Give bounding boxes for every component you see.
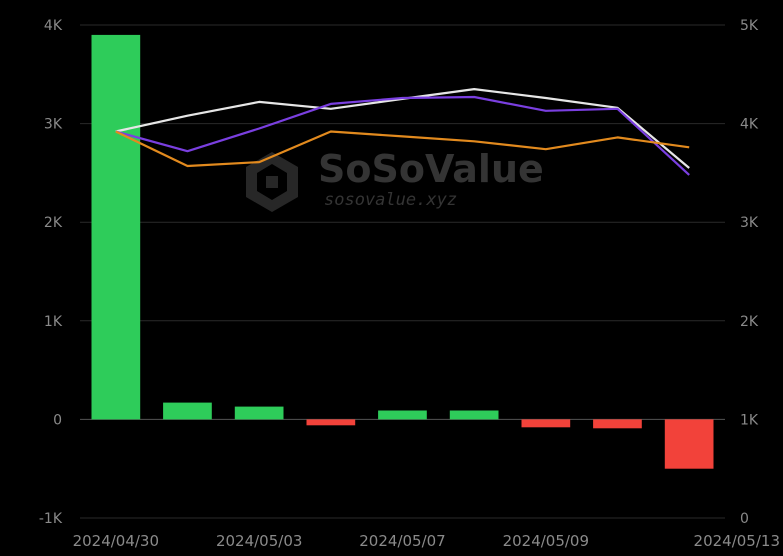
bar	[378, 410, 427, 420]
bar	[91, 34, 141, 420]
x-tick-label: 2024/05/03	[216, 532, 302, 550]
bar	[163, 402, 212, 420]
right-axis: 0 1K 2K 3K 4K 5K	[740, 18, 759, 527]
right-tick-label: 3K	[740, 215, 759, 231]
right-tick-label: 4K	[740, 117, 759, 133]
right-tick-label: 0	[740, 511, 749, 527]
left-axis: -1K 0 1K 2K 3K 4K	[39, 18, 63, 527]
x-tick-label: 2024/05/09	[503, 532, 589, 550]
bar	[664, 419, 714, 469]
bar	[449, 410, 499, 420]
lines	[115, 87, 690, 176]
left-tick-label: 2K	[44, 215, 63, 231]
bars	[91, 34, 714, 469]
x-axis: 2024/04/30 2024/05/03 2024/05/07 2024/05/09…	[73, 532, 780, 550]
left-tick-label: 0	[53, 412, 62, 428]
x-tick-label: 2024/04/30	[73, 532, 159, 550]
series-line	[115, 95, 690, 176]
series-line	[115, 130, 690, 168]
bar	[306, 419, 356, 426]
left-tick-label: 1K	[44, 314, 63, 330]
right-tick-label: 2K	[740, 314, 759, 330]
watermark: SoSoValue sosovalue.xyz	[246, 147, 544, 212]
bar	[521, 419, 571, 428]
watermark-site: sosovalue.xyz	[324, 190, 457, 210]
watermark-brand: SoSoValue	[318, 147, 544, 191]
bar	[593, 419, 642, 429]
x-tick-label: 2024/05/07	[359, 532, 445, 550]
left-tick-label: -1K	[39, 511, 63, 527]
right-tick-label: 5K	[740, 18, 759, 34]
x-tick-label: 2024/05/13	[694, 532, 780, 550]
bar	[234, 406, 284, 420]
right-tick-label: 1K	[740, 412, 759, 428]
sosovalue-logo-icon	[246, 152, 298, 212]
left-tick-label: 3K	[44, 117, 63, 133]
left-tick-label: 4K	[44, 18, 63, 34]
